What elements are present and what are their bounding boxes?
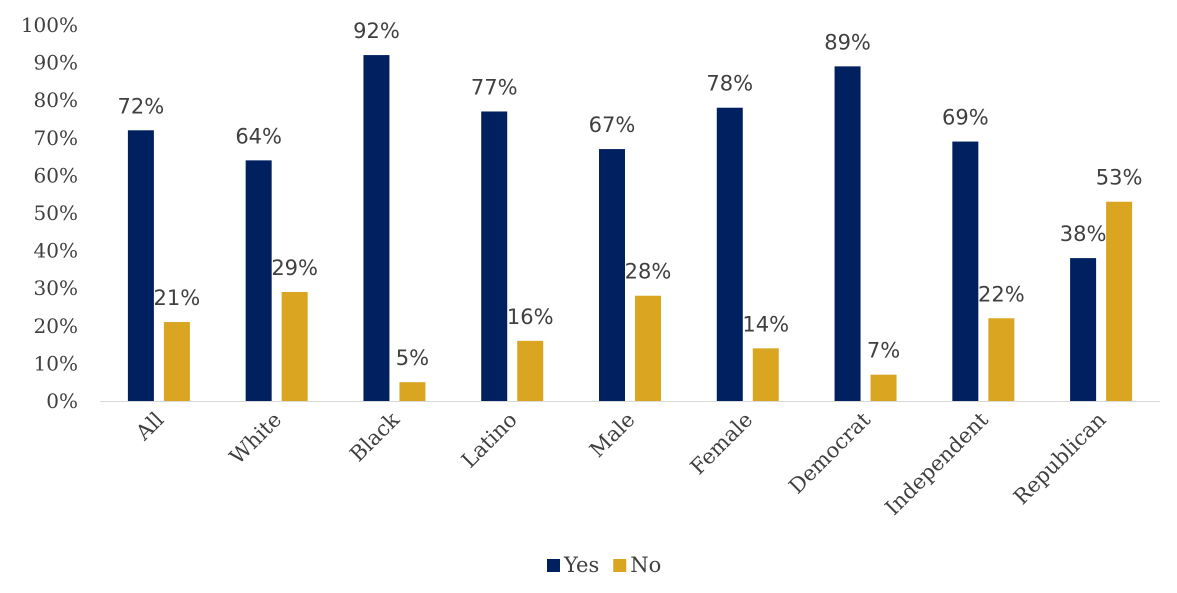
data-labels: 72% 21% 64% 29% 92% 5% 77% 16% 67% 28% 78% 14% 89% 7%… (118, 19, 1143, 370)
bar-no-white (281, 291, 308, 401)
data-label: 22% (978, 282, 1025, 306)
y-tick-label: 90% (34, 51, 78, 75)
data-label: 69% (942, 106, 989, 130)
bar-no-independent (988, 318, 1015, 401)
bar-yes-republican (1070, 258, 1097, 401)
data-label: 14% (742, 312, 789, 336)
bar-yes-white (245, 160, 272, 401)
y-tick-label: 50% (34, 201, 78, 225)
y-tick-label: 70% (34, 126, 78, 150)
bar-yes-independent (952, 141, 979, 401)
x-tick-label: Male (585, 408, 640, 463)
bar-no-latino (517, 340, 544, 401)
x-tick-label: Latino (457, 408, 522, 473)
y-tick-label: 10% (34, 351, 78, 375)
y-tick-label: 0% (46, 389, 78, 413)
bar-no-female (752, 348, 779, 401)
y-tick-label: 40% (34, 239, 78, 263)
y-tick-label: 80% (34, 88, 78, 112)
data-label: 92% (353, 19, 400, 43)
data-label: 64% (235, 124, 282, 148)
bar-yes-black (363, 55, 390, 402)
x-tick-label: Female (686, 408, 758, 480)
x-tick-label: Black (345, 407, 404, 466)
bar-yes-male (599, 149, 625, 401)
bar-no-republican (1106, 201, 1133, 401)
y-axis: 0% 10% 20% 30% 40% 50% 60% 70% 80% 90% 100% (21, 13, 78, 413)
data-label: 21% (154, 286, 201, 310)
y-tick-label: 60% (34, 163, 78, 187)
y-tick-label: 100% (21, 13, 78, 37)
x-tick-label: Independent (880, 407, 993, 520)
legend-label-yes: Yes (563, 553, 599, 577)
data-label: 38% (1060, 222, 1107, 246)
bar-yes-democrat (834, 66, 861, 402)
data-label: 5% (396, 346, 429, 370)
x-tick-label: Democrat (784, 407, 875, 498)
legend-label-no: No (630, 553, 661, 577)
legend-swatch-yes (547, 559, 560, 572)
bar-no-black (399, 382, 426, 401)
bar-no-all (163, 322, 190, 401)
bar-yes-latino (481, 111, 508, 401)
bar-yes-female (716, 107, 743, 401)
data-label: 28% (625, 260, 672, 284)
bars (127, 55, 1133, 402)
legend: Yes No (547, 553, 661, 577)
x-tick-label: White (225, 408, 286, 469)
data-label: 77% (471, 75, 518, 99)
bar-yes-all (127, 130, 154, 401)
data-label: 67% (589, 113, 636, 137)
bar-no-male (635, 295, 661, 401)
data-label: 53% (1096, 166, 1143, 190)
data-label: 7% (867, 339, 900, 363)
y-tick-label: 20% (34, 314, 78, 338)
bar-no-democrat (870, 374, 897, 401)
data-label: 72% (118, 94, 165, 118)
x-tick-label: Republican (1009, 408, 1111, 510)
data-label: 89% (824, 30, 871, 54)
legend-swatch-no (613, 559, 627, 572)
data-label: 16% (507, 305, 554, 329)
x-tick-label: All (131, 407, 169, 445)
x-axis: All White Black Latino Male Female Democrat Ind… (131, 407, 1111, 520)
y-tick-label: 30% (34, 276, 78, 300)
data-label: 29% (271, 256, 318, 280)
data-label: 78% (706, 72, 753, 96)
